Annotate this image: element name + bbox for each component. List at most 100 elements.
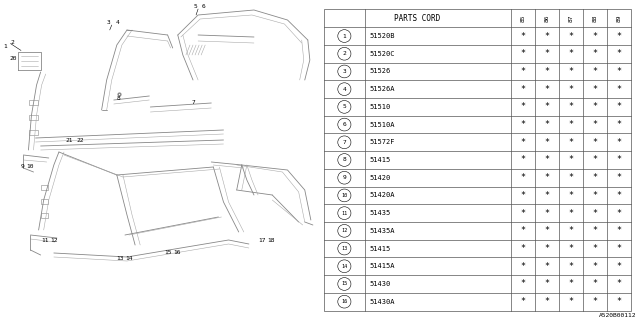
Text: *: * [616,85,621,94]
Text: *: * [520,209,525,218]
Text: 51510A: 51510A [370,122,396,128]
Text: *: * [544,102,549,111]
Text: *: * [568,49,573,58]
Text: 51420: 51420 [370,175,391,181]
Text: *: * [568,173,573,182]
Text: *: * [544,67,549,76]
Text: *: * [593,173,598,182]
Text: *: * [593,244,598,253]
Text: 6: 6 [342,122,346,127]
Text: 17: 17 [259,237,266,243]
Text: 12: 12 [341,228,348,233]
Text: *: * [544,32,549,41]
Text: 16: 16 [341,299,348,304]
Text: *: * [593,262,598,271]
Text: 87: 87 [568,15,573,22]
Text: *: * [616,262,621,271]
Text: *: * [520,297,525,306]
Text: *: * [520,32,525,41]
Text: 20: 20 [10,57,17,61]
Text: *: * [544,120,549,129]
Text: 7: 7 [191,100,195,105]
Text: *: * [593,191,598,200]
Text: *: * [593,67,598,76]
Text: 21: 21 [65,138,73,142]
Text: 51520B: 51520B [370,33,396,39]
Text: *: * [568,279,573,288]
Text: 1: 1 [3,44,7,49]
Text: *: * [568,244,573,253]
Text: 4: 4 [342,87,346,92]
Text: 5: 5 [342,104,346,109]
Text: *: * [593,32,598,41]
Bar [29,130,38,135]
Text: *: * [616,191,621,200]
Text: 11: 11 [341,211,348,216]
Bar [29,100,38,105]
Text: *: * [568,297,573,306]
Text: *: * [616,156,621,164]
Text: 15: 15 [341,282,348,286]
Text: *: * [520,120,525,129]
Text: *: * [568,209,573,218]
Text: 2: 2 [342,51,346,56]
Text: *: * [520,191,525,200]
Text: 51510: 51510 [370,104,391,110]
Text: *: * [568,32,573,41]
Text: 14: 14 [125,255,132,260]
Text: 85: 85 [520,15,525,22]
Text: 51420A: 51420A [370,192,396,198]
Bar [40,185,48,190]
Text: 11: 11 [41,237,49,243]
Text: *: * [616,102,621,111]
Text: 2: 2 [10,39,14,44]
Text: *: * [568,156,573,164]
Text: 51572F: 51572F [370,139,396,145]
Text: *: * [568,226,573,235]
Text: *: * [520,173,525,182]
Text: 9: 9 [20,164,24,170]
Text: *: * [568,85,573,94]
Text: 88: 88 [593,15,598,22]
Text: 89: 89 [616,15,621,22]
Text: *: * [593,297,598,306]
Text: *: * [616,49,621,58]
Text: 14: 14 [341,264,348,269]
Text: 6: 6 [202,4,205,10]
Bar [29,115,38,120]
Text: *: * [568,191,573,200]
Text: *: * [520,244,525,253]
Text: *: * [544,244,549,253]
Text: *: * [593,209,598,218]
Text: *: * [568,120,573,129]
Text: 10: 10 [27,164,34,170]
Text: *: * [593,156,598,164]
Text: 51526A: 51526A [370,86,396,92]
Bar [40,199,48,204]
Text: 86: 86 [544,15,549,22]
Text: *: * [520,279,525,288]
Bar [40,213,48,218]
Text: *: * [544,297,549,306]
Text: *: * [520,138,525,147]
Text: 51520C: 51520C [370,51,396,57]
Text: 13: 13 [116,255,124,260]
Text: 3: 3 [342,69,346,74]
Text: *: * [568,138,573,147]
Text: *: * [544,156,549,164]
Text: *: * [544,138,549,147]
Text: *: * [544,226,549,235]
Text: *: * [520,226,525,235]
Text: 51415: 51415 [370,245,391,252]
Text: *: * [520,262,525,271]
Text: *: * [593,49,598,58]
Text: *: * [544,262,549,271]
Text: 51430: 51430 [370,281,391,287]
Text: 51526: 51526 [370,68,391,75]
Text: 8: 8 [117,95,121,100]
Text: *: * [544,173,549,182]
Text: PARTS CORD: PARTS CORD [394,14,440,23]
Text: *: * [593,226,598,235]
Text: *: * [544,209,549,218]
Text: *: * [616,279,621,288]
